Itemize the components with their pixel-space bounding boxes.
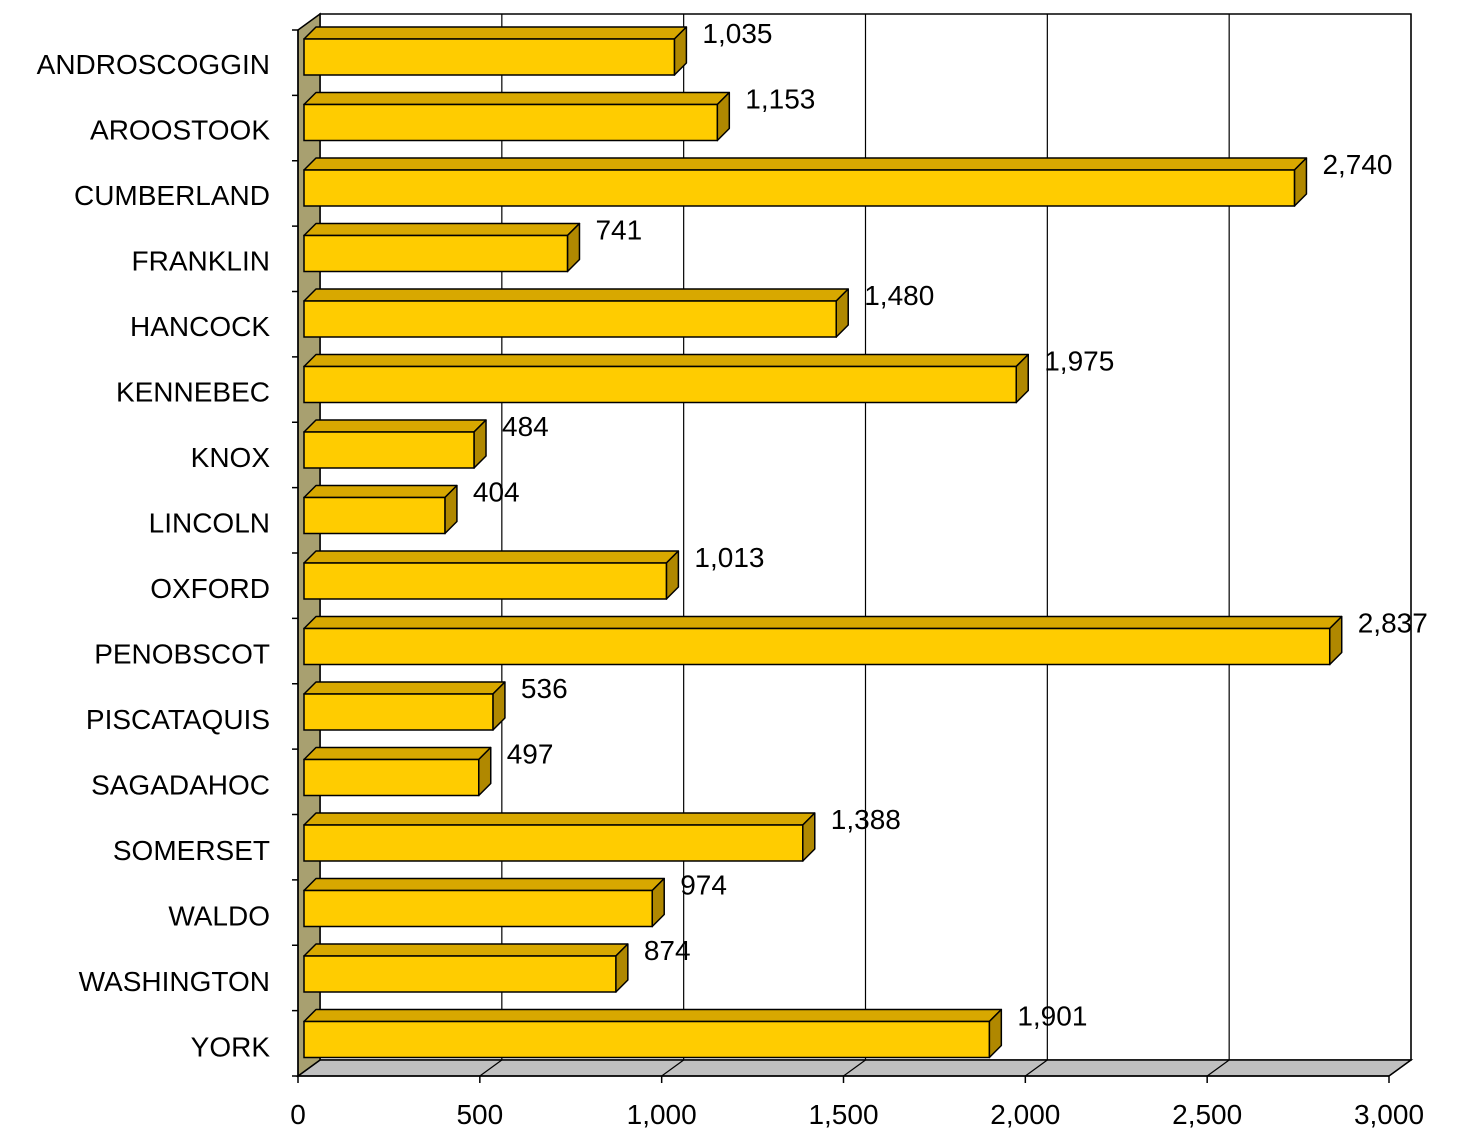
bar (303, 496, 446, 535)
category-label: PISCATAQUIS (86, 704, 270, 735)
bar-waldo (303, 877, 665, 928)
bar-sagadahoc (303, 746, 492, 797)
bar-top-face (303, 877, 665, 892)
data-label: 404 (473, 477, 520, 508)
bar-piscataquis (303, 681, 506, 731)
gridline-floor (661, 1059, 685, 1077)
bar-top-face (303, 943, 629, 957)
category-label: WASHINGTON (79, 966, 270, 997)
bar-kennebec (303, 353, 1029, 404)
category-label: PENOBSCOT (94, 639, 270, 670)
category-label: ANDROSCOGGIN (37, 49, 270, 80)
bar-top-face (303, 222, 581, 237)
category-label: FRANKLIN (132, 246, 270, 277)
bar-washington (303, 943, 629, 993)
bar-top-face (303, 1008, 1003, 1023)
category-label: CUMBERLAND (74, 180, 270, 211)
data-label: 1,153 (745, 84, 815, 115)
bar (303, 955, 617, 993)
category-label: KENNEBEC (116, 377, 270, 408)
gridline-floor (1206, 1059, 1230, 1077)
bar-oxford (303, 550, 680, 600)
bar (303, 169, 1296, 207)
x-tick-label: 1,500 (808, 1099, 878, 1130)
x-tick-label: 500 (456, 1099, 503, 1130)
bar-cumberland (303, 157, 1308, 207)
bar (303, 627, 1331, 666)
bar-penobscot (303, 615, 1343, 666)
bar-aroostook (303, 91, 731, 142)
x-tick-label: 2,000 (990, 1099, 1060, 1130)
gridline-floor (479, 1059, 503, 1077)
axes: 0 500 1,000 1,500 2,000 2,500 3,000 (290, 29, 1424, 1130)
data-label: 536 (521, 673, 568, 704)
bar (303, 889, 653, 928)
x-tick-label: 1,000 (627, 1099, 697, 1130)
category-label: WALDO (168, 901, 270, 932)
bar-top-face (303, 353, 1029, 368)
bar-top-face (303, 615, 1343, 630)
data-label: 2,740 (1322, 149, 1392, 180)
data-label: 1,388 (831, 804, 901, 835)
bar (303, 693, 494, 731)
bar (303, 824, 804, 862)
bars (303, 26, 1343, 1059)
bar-top-face (303, 746, 492, 761)
x-tick-label: 2,500 (1172, 1099, 1242, 1130)
bar (303, 103, 719, 142)
bar-top-face (303, 91, 731, 106)
bar (303, 365, 1017, 404)
data-label: 1,975 (1044, 346, 1114, 377)
bar-androscoggin (303, 26, 688, 76)
data-label: 1,480 (864, 280, 934, 311)
bar-top-face (303, 419, 487, 433)
data-label: 741 (595, 215, 642, 246)
bar-top-face (303, 484, 458, 499)
bar-lincoln (303, 484, 458, 535)
data-label: 874 (644, 935, 691, 966)
x-tick-label: 3,000 (1354, 1099, 1424, 1130)
bar-franklin (303, 222, 581, 273)
bar-top-face (303, 812, 816, 826)
bar (303, 38, 676, 76)
category-label: SOMERSET (113, 835, 270, 866)
bar-top-face (303, 26, 688, 40)
category-label: LINCOLN (149, 508, 270, 539)
bar-top-face (303, 288, 849, 302)
bar (303, 300, 837, 338)
bar (303, 758, 480, 797)
bar (303, 562, 668, 600)
data-label: 2,837 (1358, 608, 1428, 639)
category-label: SAGADAHOC (91, 770, 270, 801)
gridline-floor (1388, 1059, 1412, 1077)
gridline-floor (1024, 1059, 1048, 1077)
x-tick-label: 0 (290, 1099, 306, 1130)
category-label: HANCOCK (130, 311, 270, 342)
data-label: 974 (680, 870, 727, 901)
data-label: 1,035 (702, 18, 772, 49)
bar-knox (303, 419, 487, 469)
data-label: 484 (502, 411, 549, 442)
bar (303, 234, 569, 273)
gridline-floor (843, 1059, 866, 1077)
bar (303, 1020, 991, 1059)
data-label: 497 (507, 739, 554, 770)
bar-york (303, 1008, 1003, 1059)
bar-top-face (303, 157, 1308, 171)
bar-top-face (303, 681, 506, 695)
data-label: 1,013 (694, 542, 764, 573)
labels: ANDROSCOGGIN 1,035 AROOSTOOK 1,153 CUMBERLAN… (37, 18, 1428, 1063)
bar-somerset (303, 812, 816, 862)
data-label: 1,901 (1017, 1001, 1087, 1032)
category-label: OXFORD (150, 573, 270, 604)
bar-top-face (303, 550, 680, 564)
bar-hancock (303, 288, 849, 338)
category-label: AROOSTOOK (90, 115, 270, 146)
category-label: YORK (191, 1032, 271, 1063)
bar (303, 431, 475, 469)
category-label: KNOX (191, 442, 271, 473)
